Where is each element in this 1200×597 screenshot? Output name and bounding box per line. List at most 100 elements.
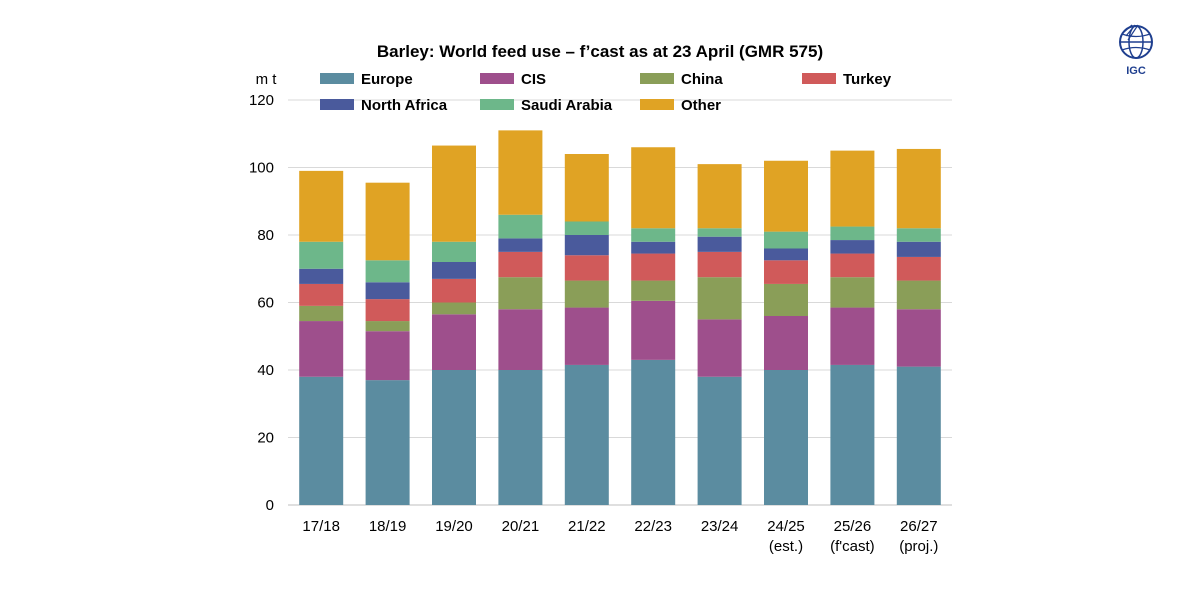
bar-segment <box>830 307 875 365</box>
bar-segment <box>631 253 676 281</box>
bar-segment <box>697 236 742 252</box>
bar-segment <box>830 364 875 505</box>
x-tick-label: 25/26 <box>834 518 872 535</box>
legend-item: China <box>640 71 723 88</box>
bar-segment <box>365 260 410 283</box>
legend-label: Turkey <box>843 71 892 88</box>
legend-swatch <box>480 99 514 110</box>
bar-segment <box>830 226 875 241</box>
bar-segment <box>697 251 742 278</box>
y-tick-label: 120 <box>249 92 274 109</box>
x-axis-ticks: 17/18 18/19 19/20 20/21 21/22 22/23 23/24 24/25… <box>302 518 938 555</box>
bar-segment <box>896 280 941 310</box>
bar-segment <box>432 278 476 303</box>
legend-swatch <box>640 99 674 110</box>
bar-segment <box>764 316 808 370</box>
bar-segment <box>365 282 410 300</box>
bar-segment <box>896 309 941 367</box>
legend-swatch <box>802 73 836 84</box>
bar-segment <box>299 170 344 242</box>
bar-segment <box>365 182 410 261</box>
legend-item: Saudi Arabia <box>480 97 613 114</box>
bar-segment <box>697 277 742 320</box>
bar-segment <box>631 359 676 505</box>
bar-segment <box>631 241 676 254</box>
bar-segment <box>764 370 808 505</box>
legend-swatch <box>480 73 514 84</box>
bar-segment <box>896 148 941 229</box>
bar-segment <box>564 280 609 308</box>
chart-title: Barley: World feed use – f’cast as at 23… <box>377 42 823 61</box>
x-tick-label: (proj.) <box>899 538 938 555</box>
legend-swatch <box>320 73 354 84</box>
bar-segment <box>432 302 476 315</box>
bar-segment <box>631 228 676 242</box>
bar-segment <box>432 314 476 370</box>
bar-segment <box>764 248 808 261</box>
bar-segment <box>299 376 344 505</box>
bar-segment <box>299 321 344 377</box>
bar-segment <box>896 366 941 505</box>
bar-segment <box>764 283 808 316</box>
bar-segment <box>697 164 742 229</box>
bar-segment <box>498 214 543 239</box>
legend-swatch <box>640 73 674 84</box>
legend-label: North Africa <box>361 97 448 114</box>
bar-segment <box>830 253 875 278</box>
logo-text: IGC <box>1126 65 1146 77</box>
bar-segment <box>498 370 543 505</box>
y-tick-label: 20 <box>257 430 274 447</box>
x-tick-label: 17/18 <box>302 518 340 535</box>
x-tick-label: 19/20 <box>435 518 473 535</box>
y-tick-label: 100 <box>249 160 274 177</box>
x-tick-label: 22/23 <box>634 518 672 535</box>
bar-segment <box>498 251 543 278</box>
x-tick-label: 23/24 <box>701 518 739 535</box>
x-tick-label: 21/22 <box>568 518 606 535</box>
x-tick-label: 18/19 <box>369 518 407 535</box>
y-tick-label: 0 <box>266 497 274 514</box>
legend-label: Other <box>681 97 721 114</box>
bar-segment <box>631 280 676 301</box>
legend-label: Saudi Arabia <box>521 97 613 114</box>
bar-segment <box>432 145 476 242</box>
legend-item: CIS <box>480 71 546 88</box>
legend: Europe CIS China Turkey North Africa Saudi Ar… <box>320 71 892 114</box>
bar-segment <box>697 376 742 505</box>
y-axis-ticks: 0 20 40 60 80 100 120 <box>249 92 274 514</box>
x-tick-label: 24/25 <box>767 518 805 535</box>
bar-segment <box>299 305 344 322</box>
bar-segment <box>631 147 676 229</box>
bar-segment <box>896 256 941 281</box>
bar-segment <box>830 150 875 227</box>
globe-icon <box>1119 24 1153 59</box>
legend-label: Europe <box>361 71 413 88</box>
bar-segment <box>564 235 609 256</box>
bar-segment <box>631 300 676 360</box>
bar-segment <box>697 228 742 237</box>
bar-segment <box>432 370 476 505</box>
bar-segment <box>896 228 941 242</box>
igc-logo: IGC <box>1119 24 1153 77</box>
bar-segment <box>564 364 609 505</box>
bar-segment <box>299 268 344 284</box>
y-tick-label: 40 <box>257 362 274 379</box>
bar-segment <box>564 154 609 222</box>
bar-segment <box>830 240 875 254</box>
bar-stacks <box>299 130 941 505</box>
y-axis-label: m t <box>256 71 278 88</box>
bar-segment <box>564 307 609 365</box>
bar-segment <box>299 283 344 306</box>
bar-segment <box>365 321 410 332</box>
bar-segment <box>830 277 875 308</box>
y-tick-label: 80 <box>257 227 274 244</box>
x-tick-label: 20/21 <box>502 518 540 535</box>
bar-segment <box>432 262 476 279</box>
legend-item: North Africa <box>320 97 448 114</box>
y-tick-label: 60 <box>257 295 274 312</box>
legend-item: Turkey <box>802 71 892 88</box>
bar-segment <box>564 221 609 235</box>
legend-label: CIS <box>521 71 546 88</box>
bar-segment <box>564 255 609 281</box>
